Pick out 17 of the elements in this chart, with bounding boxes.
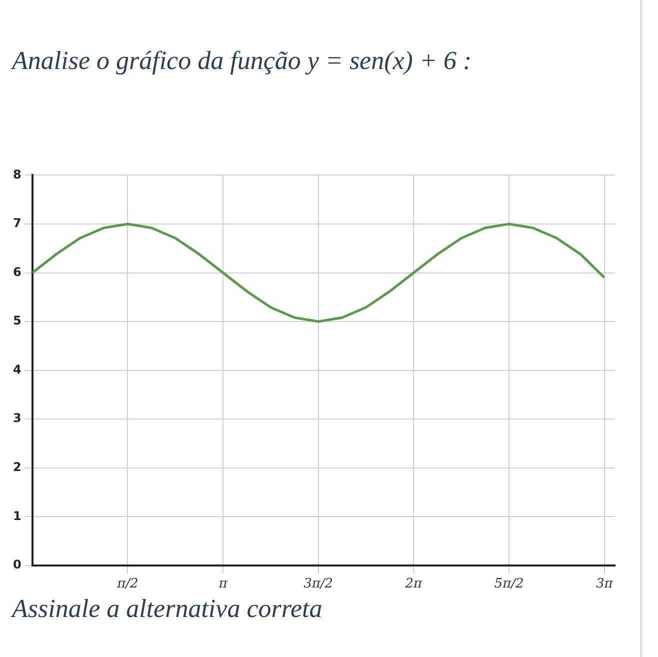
y-tick-label: 4 — [12, 362, 22, 376]
y-tick-label: 1 — [12, 508, 22, 523]
chart-title: Analise o gráfico da função y = sen(x) + 6 : — [12, 45, 473, 77]
y-tick-label: 6 — [12, 264, 22, 279]
y-tick-label: 5 — [12, 314, 22, 328]
x-tick-label: 5π/2 — [494, 576, 524, 592]
x-tick-label: 3π — [596, 576, 614, 592]
y-tick-label: 2 — [12, 460, 22, 474]
y-tick-label: 7 — [12, 216, 22, 230]
y-tick-label: 3 — [12, 411, 22, 426]
x-tick-label: π/2 — [116, 576, 138, 592]
x-tick-label: 2π — [404, 576, 423, 592]
text: Assinale a alternativa correta — [12, 594, 322, 624]
y-tick-label: 0 — [12, 558, 22, 572]
y-tick-label: 8 — [12, 167, 22, 182]
x-tick-label: 3π/2 — [304, 576, 334, 592]
x-tick-label: π — [218, 576, 228, 592]
